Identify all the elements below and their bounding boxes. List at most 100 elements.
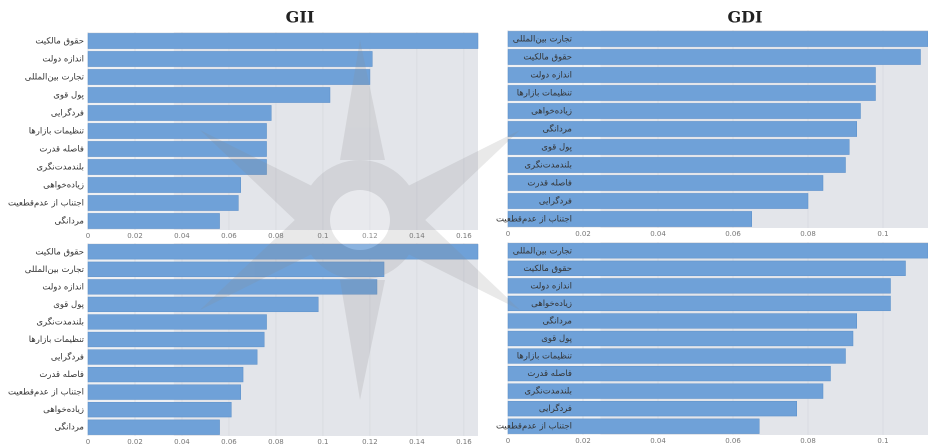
bar [87,51,373,67]
x-tick-label: 0 [86,438,90,445]
bar [87,349,258,365]
bar [507,278,891,294]
bar [507,193,809,209]
x-tick-label: 0.04 [174,232,190,240]
bar [507,243,928,259]
y-tick-label: بلندمدت‌نگری [36,316,84,327]
bar [87,279,378,295]
bar [87,213,220,229]
y-tick-label: اجتناب از عدم‌قطعیت [8,199,84,209]
bar [87,123,267,139]
y-tick-label: زیاده‌خواهی [43,405,84,415]
y-tick-label: تنظیمات بازارها [517,89,573,99]
x-tick-label: 0.04 [174,438,190,445]
x-tick-label: 0.12 [362,232,378,240]
bar [507,67,876,83]
watermark [200,40,520,400]
bar [87,296,319,313]
x-tick-label: 0.1 [317,438,328,445]
x-tick-label: 0.08 [800,437,816,445]
y-tick-label: تنظیمات بازارها [29,335,85,345]
y-tick-label: پول قوی [541,334,572,344]
x-tick-label: 0.06 [221,232,237,240]
bar [87,69,371,85]
y-tick-label: فردگرایی [539,403,572,414]
chart-title: GII [286,8,315,27]
bar [87,87,331,103]
bar [507,365,831,382]
y-tick-label: فاصله قدرت [527,179,572,189]
x-tick-label: 0 [506,230,510,238]
y-tick-label: فاصله قدرت [39,145,84,155]
x-tick-label: 0.04 [650,437,666,445]
bar [87,159,267,175]
bar [87,261,385,277]
bar [507,211,752,227]
bar [507,401,797,417]
bar [507,260,906,276]
y-tick-label: مردانگی [542,124,572,135]
x-tick-label: 0.16 [456,232,472,240]
bar [87,366,244,383]
x-tick-label: 0.08 [268,232,284,240]
y-tick-label: تجارت بین‌المللی [513,246,573,256]
x-tick-label: 0.1 [877,230,888,238]
x-tick-label: 0.02 [575,230,591,238]
y-tick-label: مردانگی [54,216,84,227]
y-tick-label: پول قوی [53,91,84,101]
x-tick-label: 0.02 [127,232,143,240]
y-tick-label: حقوق مالکیت [523,53,572,63]
y-tick-label: حقوق مالکیت [523,264,572,274]
y-tick-label: زیاده‌خواهی [531,299,572,309]
bar [507,330,854,347]
bar [507,348,846,364]
x-tick-label: 0 [86,232,90,240]
bar [507,103,861,119]
x-tick-label: 0.08 [800,230,816,238]
bar [507,85,876,101]
y-tick-label: تجارت بین‌المللی [513,35,573,45]
bar [507,383,824,399]
bar [87,419,220,435]
bar [507,418,760,434]
x-tick-label: 0.1 [317,232,328,240]
y-tick-label: اجتناب از عدم‌قطعیت [496,215,572,225]
bar [87,33,479,49]
y-tick-label: اجتناب از عدم‌قطعیت [8,388,84,398]
y-tick-label: تنظیمات بازارها [29,127,85,137]
y-tick-label: حقوق مالکیت [35,247,84,257]
y-tick-label: فردگرایی [539,196,572,207]
y-tick-label: حقوق مالکیت [35,37,84,47]
y-tick-label: بلندمدت‌نگری [524,386,572,397]
y-tick-label: پول قوی [541,143,572,153]
y-tick-label: تجارت بین‌المللی [25,73,85,83]
bar [507,313,857,329]
x-tick-label: 0.14 [409,232,425,240]
x-tick-label: 0.16 [456,438,472,445]
y-tick-label: زیاده‌خواهی [43,181,84,191]
y-tick-label: اندازه دولت [530,281,572,291]
bar [87,384,241,400]
y-tick-label: تجارت بین‌المللی [25,265,85,275]
bar [507,121,857,137]
y-tick-label: مردانگی [542,315,572,326]
y-tick-label: تنظیمات بازارها [517,352,573,362]
x-tick-label: 0.14 [409,438,425,445]
bar [87,314,267,330]
bar [87,141,267,157]
bar [507,295,891,312]
bar [87,244,479,260]
y-tick-label: فاصله قدرت [527,369,572,379]
y-tick-label: بلندمدت‌نگری [36,162,84,173]
bar [87,177,241,193]
bar [87,195,239,211]
y-tick-label: اندازه دولت [530,71,572,81]
x-tick-label: 0.12 [362,438,378,445]
chart-title: GDI [727,8,762,27]
y-tick-label: فردگرایی [51,108,84,119]
x-tick-label: 0.1 [877,437,888,445]
x-tick-label: 0.06 [725,437,741,445]
y-tick-label: فردگرایی [51,352,84,363]
bar [507,31,928,47]
